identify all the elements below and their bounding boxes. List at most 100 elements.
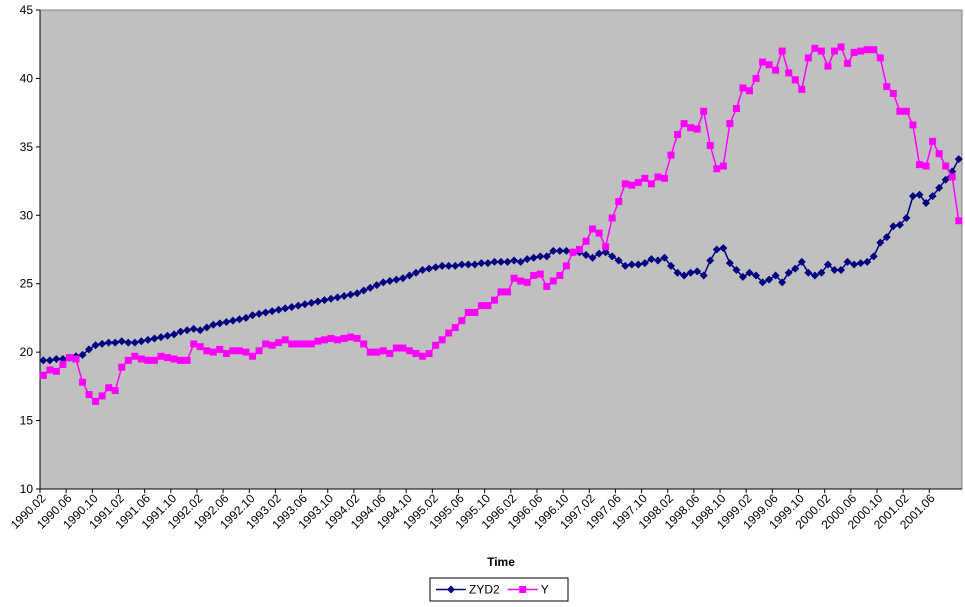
data-point <box>98 392 106 400</box>
data-point <box>483 259 492 268</box>
y-tick-label: 20 <box>20 345 34 359</box>
x-axis-title: Time <box>487 555 515 569</box>
data-point <box>713 165 721 173</box>
data-point <box>752 271 761 280</box>
data-point <box>326 294 335 303</box>
data-point <box>203 347 211 355</box>
data-point <box>882 233 891 242</box>
data-point <box>726 120 734 128</box>
data-point <box>294 301 303 310</box>
data-point <box>699 271 708 280</box>
legend-box <box>429 577 569 602</box>
data-point <box>857 47 865 55</box>
data-point <box>366 283 375 292</box>
data-point <box>686 268 695 277</box>
series <box>39 43 963 405</box>
data-point <box>902 214 911 223</box>
data-point <box>438 336 446 344</box>
data-point <box>706 256 715 265</box>
data-point <box>739 84 747 92</box>
data-point <box>647 180 655 188</box>
data-point <box>954 155 963 164</box>
data-point <box>189 324 198 333</box>
data-point <box>216 345 224 353</box>
data-point <box>693 267 702 276</box>
data-point <box>765 61 773 69</box>
data-point <box>288 340 296 348</box>
data-point <box>902 107 910 115</box>
data-point <box>425 350 433 358</box>
data-point <box>850 260 859 269</box>
data-point <box>850 48 858 56</box>
data-point <box>464 260 473 269</box>
data-point <box>130 338 139 347</box>
data-point <box>817 268 826 277</box>
data-point <box>732 105 740 113</box>
legend-label: ZYD2 <box>469 583 500 597</box>
data-point <box>654 173 662 181</box>
data-point <box>235 315 244 324</box>
data-point <box>725 259 734 268</box>
data-point <box>889 89 897 97</box>
data-point <box>804 268 813 277</box>
data-point <box>183 326 192 335</box>
data-point <box>451 324 459 332</box>
data-point <box>621 261 630 270</box>
data-point <box>372 281 381 290</box>
data-point <box>458 317 466 325</box>
data-point <box>614 256 623 265</box>
data-point <box>405 271 414 280</box>
data-point <box>543 282 551 290</box>
data-point <box>249 352 257 360</box>
data-point <box>477 302 485 310</box>
data-point <box>353 289 362 298</box>
data-point <box>150 356 158 364</box>
data-point <box>752 74 760 82</box>
data-point <box>445 329 453 337</box>
data-point <box>771 271 780 280</box>
data-point <box>667 151 675 159</box>
data-point <box>268 307 277 316</box>
data-point <box>915 190 924 199</box>
data-point <box>340 292 349 301</box>
data-point <box>340 334 348 342</box>
data-point <box>281 336 289 344</box>
data-point <box>778 47 786 55</box>
data-point <box>640 259 649 268</box>
data-point <box>366 348 374 356</box>
data-point <box>85 345 94 354</box>
data-point <box>333 293 342 302</box>
data-point <box>45 356 54 365</box>
data-point <box>889 222 898 231</box>
data-point <box>503 257 512 266</box>
data-point <box>346 290 355 299</box>
y-tick-label: 30 <box>20 208 34 222</box>
data-point <box>712 245 721 254</box>
data-point <box>922 198 931 207</box>
data-point <box>183 356 191 364</box>
data-point <box>693 125 701 133</box>
data-point <box>398 274 407 283</box>
data-point <box>385 276 394 285</box>
plot-area <box>39 9 963 490</box>
data-point <box>647 255 656 264</box>
data-point <box>91 341 100 350</box>
data-point <box>307 298 316 307</box>
data-point <box>144 356 152 364</box>
legend: ZYD2 Y <box>429 577 569 602</box>
data-point <box>52 354 61 363</box>
data-point <box>229 347 237 355</box>
data-point <box>517 277 525 285</box>
data-point <box>313 297 322 306</box>
data-point <box>98 339 107 348</box>
data-point <box>477 259 486 268</box>
data-point <box>215 319 224 328</box>
data-point <box>320 336 328 344</box>
data-point <box>373 348 381 356</box>
data-point <box>379 278 388 287</box>
data-point <box>196 326 205 335</box>
data-point <box>589 225 597 233</box>
data-point <box>844 59 852 67</box>
data-point <box>516 257 525 266</box>
